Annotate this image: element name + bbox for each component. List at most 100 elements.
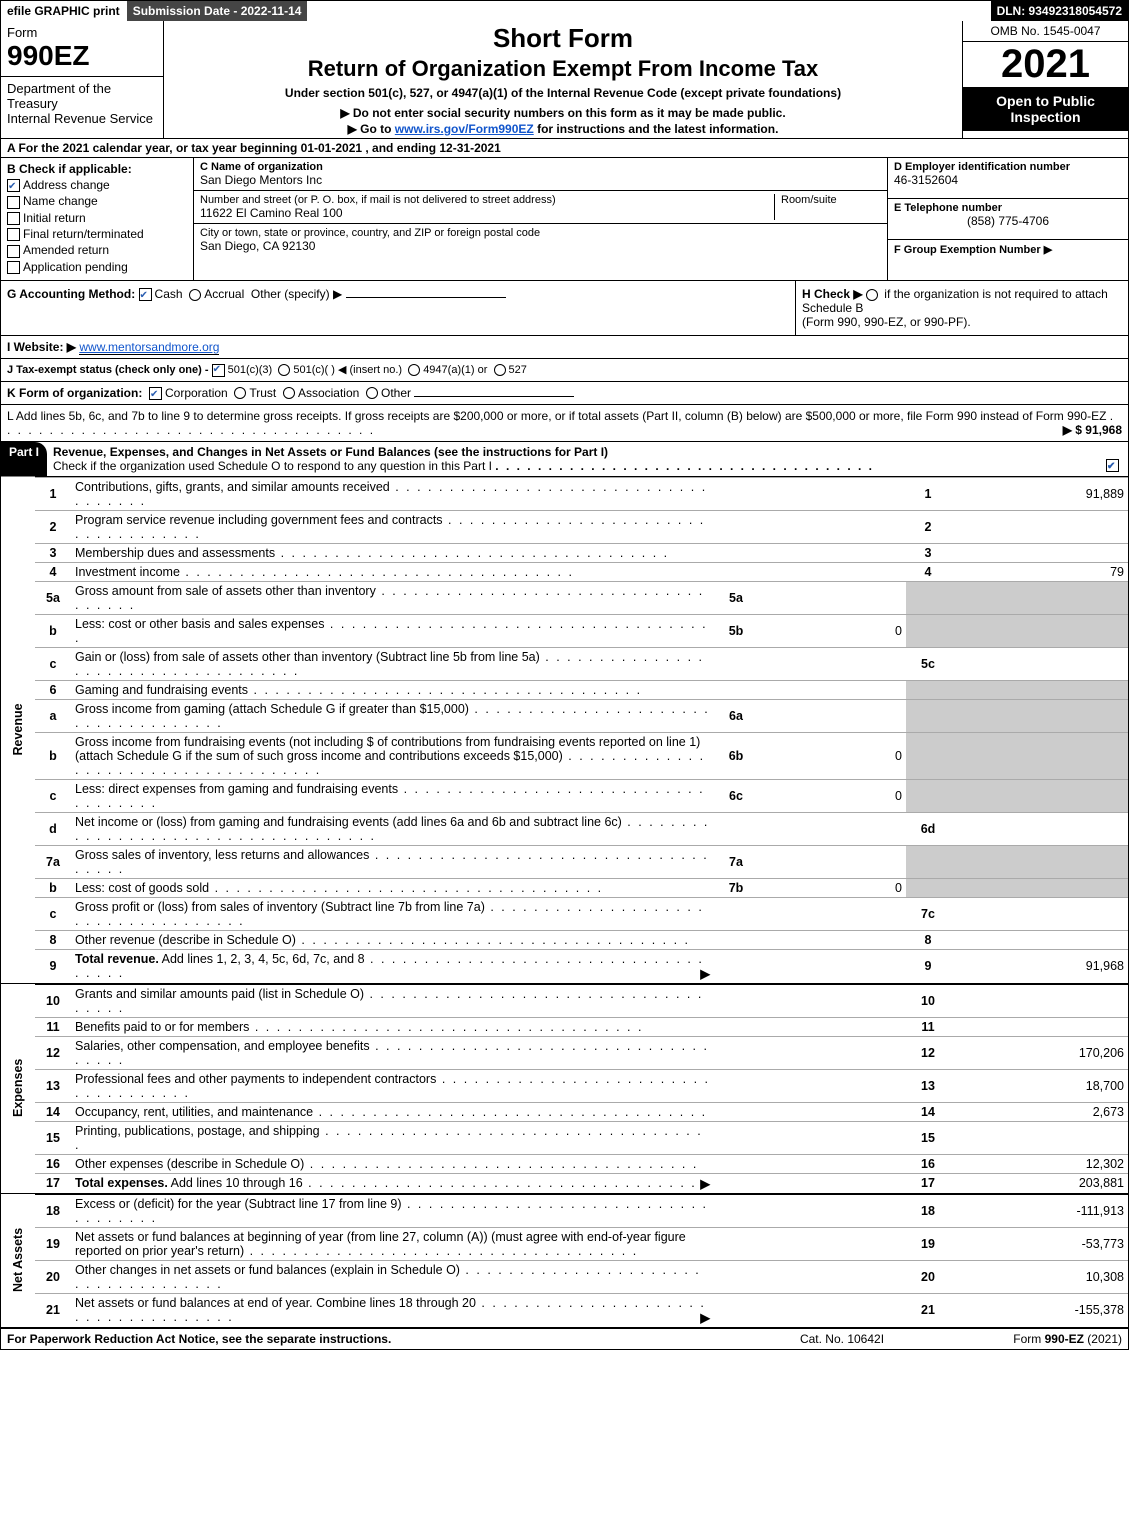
g-label: G Accounting Method: — [7, 287, 135, 301]
radio-501c[interactable] — [278, 364, 290, 376]
line-description: Salaries, other compensation, and employ… — [71, 1036, 714, 1069]
line-number: 19 — [35, 1227, 71, 1260]
col-value: 170,206 — [950, 1036, 1128, 1069]
col-num-grey — [906, 779, 950, 812]
line-row: 19Net assets or fund balances at beginni… — [1, 1227, 1128, 1260]
g-h-row: G Accounting Method: Cash Accrual Other … — [1, 281, 1128, 336]
line-description: Other expenses (describe in Schedule O) — [71, 1154, 714, 1173]
col-number: 20 — [906, 1260, 950, 1293]
under-section: Under section 501(c), 527, or 4947(a)(1)… — [174, 86, 952, 100]
radio-h-check[interactable] — [866, 289, 878, 301]
tax-year: 2021 — [963, 42, 1128, 87]
line-number: 20 — [35, 1260, 71, 1293]
section-c: C Name of organization San Diego Mentors… — [194, 158, 887, 280]
checkbox-schedule-o[interactable] — [1106, 459, 1119, 472]
dept-line1: Department of the Treasury — [7, 81, 157, 111]
sub-line-number: 5a — [714, 581, 758, 614]
header-left: Form 990EZ Department of the Treasury In… — [1, 21, 164, 138]
radio-association[interactable] — [283, 387, 295, 399]
col-num-grey — [906, 614, 950, 647]
checkbox-name-change[interactable] — [7, 196, 20, 209]
line-row: bLess: cost of goods sold7b0 — [1, 878, 1128, 897]
line-row: Expenses10Grants and similar amounts pai… — [1, 984, 1128, 1018]
line-description: Other changes in net assets or fund bala… — [71, 1260, 714, 1293]
radio-trust[interactable] — [234, 387, 246, 399]
checkbox-initial-return[interactable] — [7, 212, 20, 225]
col-value — [950, 930, 1128, 949]
ein-value: 46-3152604 — [894, 173, 1122, 187]
col-num-grey — [906, 581, 950, 614]
j-opt2: 501(c)( ) ◀ (insert no.) — [293, 364, 402, 376]
sub-line-value — [758, 699, 906, 732]
sub-line-number: 7a — [714, 845, 758, 878]
line-number: c — [35, 897, 71, 930]
col-value: 79 — [950, 562, 1128, 581]
checkbox-application-pending[interactable] — [7, 261, 20, 274]
radio-4947[interactable] — [408, 364, 420, 376]
checkbox-amended-return[interactable] — [7, 245, 20, 258]
line-number: c — [35, 779, 71, 812]
b-item-2: Initial return — [23, 211, 86, 225]
line-number: 2 — [35, 510, 71, 543]
h-text1: H Check ▶ — [802, 287, 863, 301]
line-number: b — [35, 732, 71, 779]
col-value: 10,308 — [950, 1260, 1128, 1293]
line-description: Grants and similar amounts paid (list in… — [71, 984, 714, 1018]
sub-line-number: 6a — [714, 699, 758, 732]
col-value: 2,673 — [950, 1102, 1128, 1121]
col-val-grey — [950, 699, 1128, 732]
sub-line-number: 6c — [714, 779, 758, 812]
line-description: Program service revenue including govern… — [71, 510, 714, 543]
website-link[interactable]: www.mentorsandmore.org — [79, 340, 219, 355]
k-label: K Form of organization: — [7, 386, 142, 400]
sub-line-value — [758, 845, 906, 878]
dln-label: DLN: 93492318054572 — [991, 1, 1128, 21]
col-number: 5c — [906, 647, 950, 680]
col-number: 21 — [906, 1293, 950, 1327]
org-city: San Diego, CA 92130 — [200, 239, 540, 253]
g-accrual: Accrual — [204, 287, 244, 301]
col-number: 9 — [906, 949, 950, 983]
col-val-grey — [950, 845, 1128, 878]
radio-accrual[interactable] — [189, 289, 201, 301]
form-label: Form — [7, 25, 157, 40]
col-val-grey — [950, 614, 1128, 647]
col-number: 8 — [906, 930, 950, 949]
goto-post: for instructions and the latest informat… — [534, 122, 779, 136]
radio-527[interactable] — [494, 364, 506, 376]
g-other-blank[interactable] — [346, 297, 506, 298]
section-def: D Employer identification number 46-3152… — [887, 158, 1128, 280]
line-description: Membership dues and assessments — [71, 543, 714, 562]
col-number: 3 — [906, 543, 950, 562]
col-value — [950, 1121, 1128, 1154]
checkbox-corporation[interactable] — [149, 387, 162, 400]
goto-link[interactable]: www.irs.gov/Form990EZ — [395, 122, 534, 136]
checkbox-501c3[interactable] — [212, 364, 225, 377]
section-l: L Add lines 5b, 6c, and 7b to line 9 to … — [1, 405, 1128, 442]
line-description: Printing, publications, postage, and shi… — [71, 1121, 714, 1154]
line-number: 8 — [35, 930, 71, 949]
org-name: San Diego Mentors Inc — [200, 173, 881, 187]
k-other: Other — [381, 386, 411, 400]
line-row: 7aGross sales of inventory, less returns… — [1, 845, 1128, 878]
header: Form 990EZ Department of the Treasury In… — [1, 21, 1128, 139]
checkbox-address-change[interactable] — [7, 179, 20, 192]
do-not-enter: ▶ Do not enter social security numbers o… — [174, 106, 952, 120]
k-other-blank[interactable] — [414, 396, 574, 397]
checkbox-final-return[interactable] — [7, 228, 20, 241]
checkbox-cash[interactable] — [139, 288, 152, 301]
radio-other-org[interactable] — [366, 387, 378, 399]
col-number: 11 — [906, 1017, 950, 1036]
form-code: 990EZ — [7, 40, 157, 72]
footer-right-pre: Form — [1013, 1332, 1044, 1346]
c-city-label: City or town, state or province, country… — [200, 227, 540, 239]
l-text: L Add lines 5b, 6c, and 7b to line 9 to … — [7, 409, 1106, 423]
line-row: 3Membership dues and assessments3 — [1, 543, 1128, 562]
line-number: 21 — [35, 1293, 71, 1327]
line-number: 17 — [35, 1173, 71, 1193]
section-side-label: Expenses — [1, 984, 35, 1193]
j-opt1: 501(c)(3) — [228, 364, 273, 376]
line-row: 21Net assets or fund balances at end of … — [1, 1293, 1128, 1327]
j-label: J Tax-exempt status (check only one) - — [7, 364, 209, 376]
col-val-grey — [950, 581, 1128, 614]
